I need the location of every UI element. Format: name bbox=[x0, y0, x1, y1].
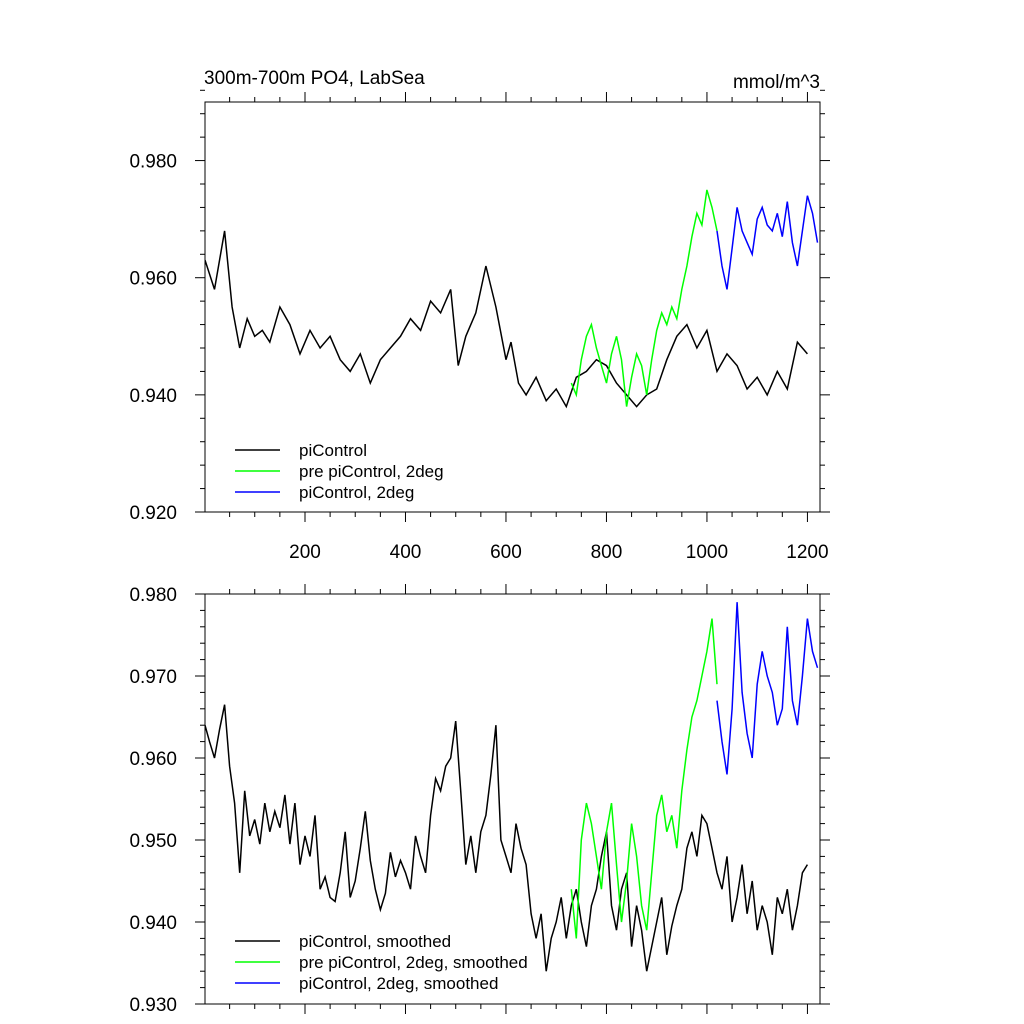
y-tick-label: 0.950 bbox=[129, 831, 177, 852]
y-tick-label: 0.920 bbox=[129, 503, 177, 524]
y-tick-label: 0.980 bbox=[129, 152, 177, 173]
series-line-2 bbox=[716, 602, 819, 775]
series-line-1 bbox=[570, 189, 718, 407]
chart-title: 300m-700m PO4, LabSea bbox=[204, 68, 425, 89]
y-tick-label: 0.980 bbox=[129, 585, 177, 606]
legend-label-2: piControl, 2deg, smoothed bbox=[299, 974, 498, 993]
x-tick-label: 800 bbox=[591, 542, 623, 563]
series-line-0 bbox=[205, 230, 808, 409]
y-tick-label: 0.940 bbox=[129, 913, 177, 934]
y-tick-label: 0.960 bbox=[129, 269, 177, 290]
series-line-0 bbox=[205, 704, 809, 972]
x-tick-label: 1000 bbox=[686, 542, 728, 563]
x-tick-label: 1200 bbox=[786, 542, 828, 563]
units-label: mmol/m^3 bbox=[733, 72, 820, 93]
plot-frame bbox=[204, 101, 821, 513]
bottom-panel-po4-smoothed: 0.930 0.940 0.950 0.960 0.970 0.980 piControl,… bbox=[129, 584, 830, 1016]
x-tick-label: 200 bbox=[289, 542, 321, 563]
y-tick-label: 0.940 bbox=[129, 386, 177, 407]
y-tick-label: 0.930 bbox=[129, 995, 177, 1016]
y-tick-label: 0.970 bbox=[129, 667, 177, 688]
legend-label-1: pre piControl, 2deg bbox=[299, 462, 444, 481]
series-line-1 bbox=[570, 618, 718, 939]
x-tick-label: 400 bbox=[390, 542, 422, 563]
legend-label-0: piControl bbox=[299, 441, 367, 460]
y-tick-label: 0.960 bbox=[129, 749, 177, 770]
legend-label-0: piControl, smoothed bbox=[299, 932, 451, 951]
plot-frame bbox=[204, 593, 821, 1005]
legend-label-1: pre piControl, 2deg, smoothed bbox=[299, 953, 528, 972]
x-tick-label: 600 bbox=[490, 542, 522, 563]
legend-label-2: piControl, 2deg bbox=[299, 483, 414, 502]
series-line-2 bbox=[716, 195, 819, 290]
top-panel-po4-raw: 300m-700m PO4, LabSea mmol/m^3 200 400 600… bbox=[129, 68, 830, 563]
